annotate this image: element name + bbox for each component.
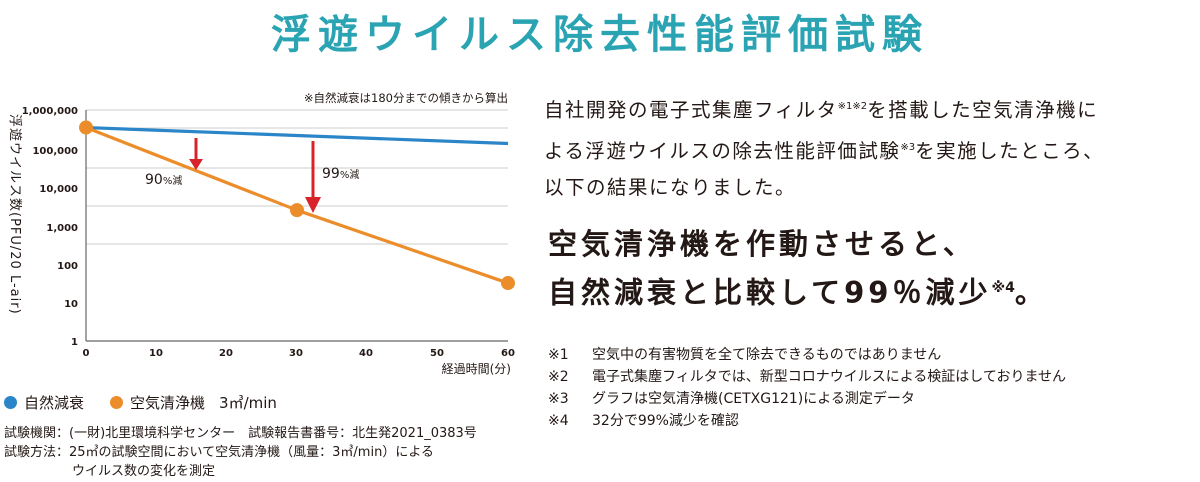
legend-purifier-marker [110, 396, 124, 409]
legend-natural-marker [4, 396, 17, 409]
y-tick-label: 100,000 [32, 146, 78, 157]
annotation-90-number: 90 [145, 172, 163, 188]
annotation-90-unit: %減 [163, 174, 183, 187]
footnote: ※1 空気中の有害物質を全て除去できるものではありません [548, 344, 1066, 366]
data-point-air-purifier [501, 276, 515, 291]
chart-legend: 自然減衰 空気清浄機 3㎥/min [4, 392, 303, 413]
y-tick-label: 10 [64, 299, 78, 310]
headline-line-2: 自然減衰と比較して99％減少※4。 [548, 266, 1048, 315]
plot-area [79, 120, 515, 291]
annotation-90: 90%減 [145, 138, 203, 188]
test-method: 試験方法：25㎥の試験空間において空気清浄機（風量：3㎥/min）による [4, 445, 434, 460]
legend-purifier: 空気清浄機 3㎥/min [110, 392, 277, 413]
annotation-99-label: 99%減 [322, 166, 359, 182]
arrow-99-head [305, 197, 321, 213]
x-tick-label: 0 [83, 348, 90, 359]
y-tick-label: 1,000 [46, 223, 78, 234]
description-text: 以下の結果になりました。 [544, 176, 797, 199]
footnote-text: 32分で99%減少を確認 [592, 413, 739, 429]
x-tick-label: 10 [149, 348, 163, 359]
x-tick-label: 40 [359, 348, 373, 359]
legend-purifier-spec: 3㎥/min [219, 394, 277, 412]
test-method-continued: ウイルス数の変化を測定 [72, 464, 216, 479]
footnotes: ※1 空気中の有害物質を全て除去できるものではありません ※2 電子式集塵フィルタで… [548, 344, 1066, 432]
y-axis-label: 浮遊ウイルス数(PFU/20 L-air) [7, 114, 22, 315]
y-ticks: 1 10 100 1,000 10,000 100,000 1,000,000 [22, 106, 78, 348]
footnote-text: グラフは空気清浄機(CETXG121)による測定データ [592, 391, 915, 407]
headline-line-1: 空気清浄機を作動させると、 [548, 227, 976, 261]
x-tick-label: 60 [501, 348, 515, 359]
legend-natural: 自然減衰 [4, 392, 84, 413]
page-title: 浮遊ウイルス除去性能評価試験 [271, 12, 929, 58]
description-text: よる浮遊ウイルスの除去性能評価試験 [544, 139, 901, 162]
x-tick-label: 20 [219, 348, 233, 359]
y-tick-label: 10,000 [39, 184, 78, 195]
headline-text: 自然減衰と比較して99％減少 [548, 275, 992, 310]
annotation-99-number: 99 [322, 166, 340, 182]
legend-natural-label: 自然減衰 [24, 394, 85, 412]
y-tick-label: 1 [71, 337, 78, 348]
description-footnote-ref: ※3 [900, 141, 916, 153]
headline-end: 。 [1014, 275, 1048, 310]
footnote-number: ※3 [548, 391, 569, 407]
description-text: を実施したところ、 [915, 139, 1105, 162]
axes [85, 110, 508, 342]
footnote-text: 電子式集塵フィルタでは、新型コロナウイルスによる検証はしておりません [592, 369, 1067, 385]
annotation-99: 99%減 [305, 141, 359, 213]
x-tick-label: 50 [430, 348, 444, 359]
description-text: 自社開発の電子式集塵フィルタ [544, 98, 838, 122]
x-tick-label: 30 [289, 348, 303, 359]
x-ticks: 0 10 20 30 40 50 60 [83, 348, 515, 359]
test-institution: 試験機関：(一財)北里環境科学センター 試験報告書番号：北生発2021_0383… [4, 426, 477, 441]
footnote: ※2 電子式集塵フィルタでは、新型コロナウイルスによる検証はしておりません [548, 366, 1066, 388]
footnote: ※4 32分で99%減少を確認 [548, 410, 1066, 432]
virus-reduction-chart: ※自然減衰は180分までの傾きから算出 浮遊ウイルス数(PFU/20 L-air… [7, 91, 515, 376]
description: 自社開発の電子式集塵フィルタ※1※2を搭載した空気清浄機に よる浮遊ウイルスの除… [544, 88, 1194, 206]
footnote-number: ※2 [548, 369, 569, 385]
data-point-air-purifier [79, 120, 93, 135]
footnote-number: ※1 [548, 347, 569, 363]
legend-purifier-label: 空気清浄機 [130, 394, 206, 412]
description-text: を搭載した空気清浄機に [867, 98, 1099, 122]
headline: 空気清浄機を作動させると、 自然減衰と比較して99％減少※4。 [548, 222, 1048, 315]
y-tick-label: 1,000,000 [22, 106, 78, 117]
chart-note: ※自然減衰は180分までの傾きから算出 [304, 91, 508, 105]
footnote: ※3 グラフは空気清浄機(CETXG121)による測定データ [548, 388, 1066, 410]
arrow-90-head [189, 159, 203, 170]
footnote-number: ※4 [548, 413, 569, 429]
x-axis-label: 経過時間(分) [442, 362, 511, 376]
series-line-natural-decay [85, 125, 509, 146]
y-tick-label: 100 [57, 261, 78, 272]
annotation-99-unit: %減 [340, 168, 360, 181]
data-point-air-purifier [290, 203, 304, 218]
description-footnote-ref: ※1※2 [837, 101, 868, 112]
headline-footnote-ref: ※4 [991, 280, 1015, 296]
gridlines [86, 109, 508, 245]
footnote-text: 空気中の有害物質を全て除去できるものではありません [592, 347, 942, 363]
annotation-90-label: 90%減 [145, 172, 182, 188]
